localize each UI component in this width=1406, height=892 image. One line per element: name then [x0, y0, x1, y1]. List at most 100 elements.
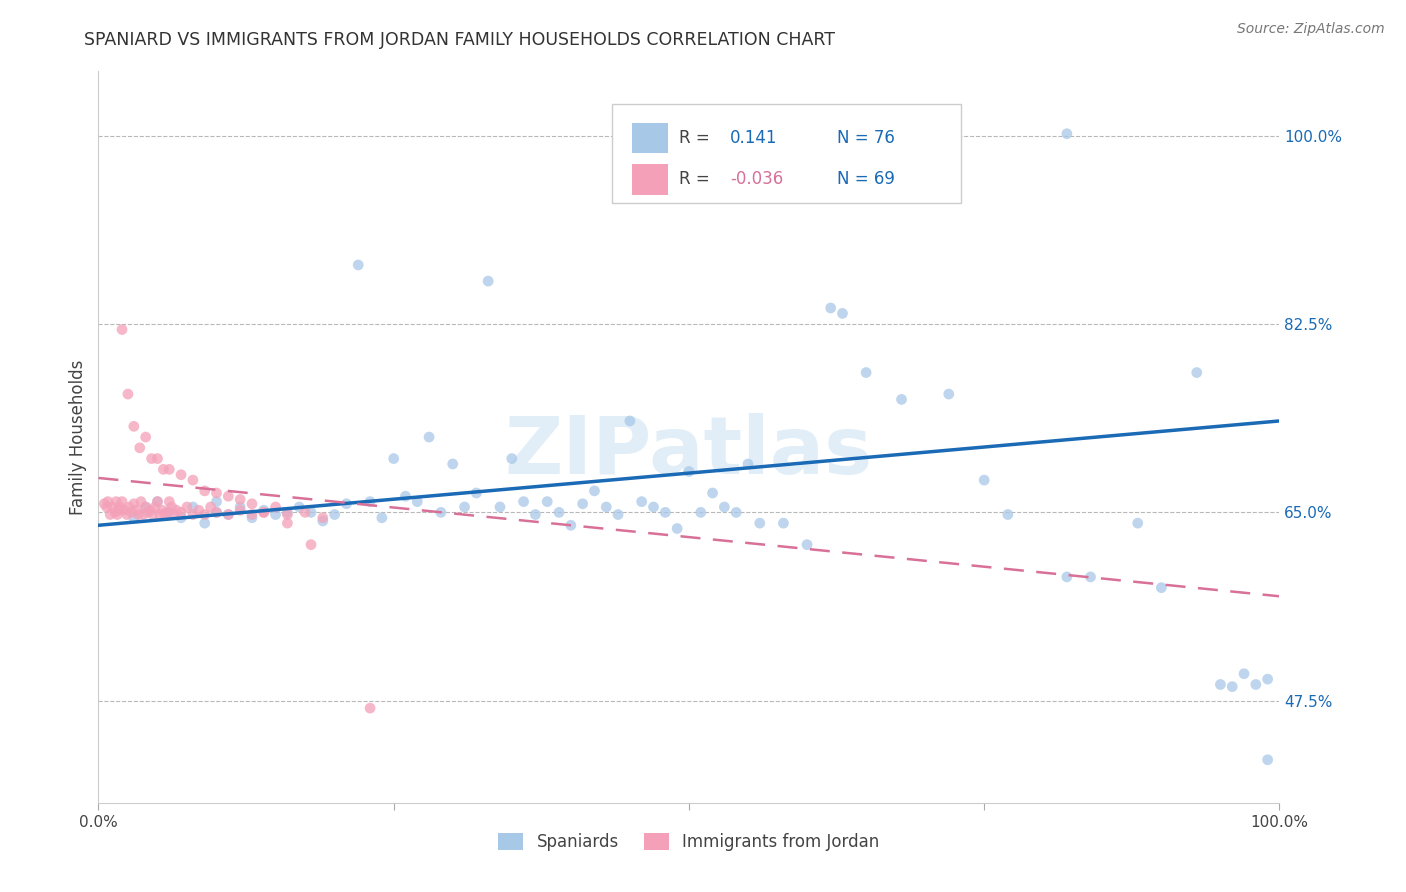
Point — [536, 494, 558, 508]
Point — [128, 508, 150, 522]
Point — [1257, 753, 1279, 767]
Point — [678, 465, 700, 479]
Point — [796, 538, 818, 552]
Point — [702, 486, 724, 500]
Point — [299, 538, 322, 552]
Point — [1056, 570, 1078, 584]
Point — [205, 505, 228, 519]
Point — [181, 473, 204, 487]
Point — [748, 516, 770, 530]
Point — [157, 494, 180, 508]
Point — [217, 508, 239, 522]
Text: Source: ZipAtlas.com: Source: ZipAtlas.com — [1237, 22, 1385, 37]
Point — [205, 494, 228, 508]
Point — [294, 505, 316, 519]
Point — [855, 366, 877, 380]
Point — [111, 494, 134, 508]
Point — [115, 508, 138, 522]
Point — [607, 508, 630, 522]
Point — [194, 516, 217, 530]
Point — [890, 392, 912, 407]
Point — [139, 503, 162, 517]
Point — [170, 505, 193, 519]
Point — [163, 508, 186, 522]
FancyBboxPatch shape — [612, 104, 960, 203]
Point — [1257, 672, 1279, 686]
Text: 0.141: 0.141 — [730, 129, 778, 147]
Text: SPANIARD VS IMMIGRANTS FROM JORDAN FAMILY HOUSEHOLDS CORRELATION CHART: SPANIARD VS IMMIGRANTS FROM JORDAN FAMIL… — [84, 31, 835, 49]
Point — [181, 508, 204, 522]
Point — [312, 514, 335, 528]
Point — [276, 508, 298, 522]
Point — [973, 473, 995, 487]
Point — [323, 508, 346, 522]
Point — [938, 387, 960, 401]
Point — [406, 494, 429, 508]
Point — [524, 508, 547, 522]
Point — [737, 457, 759, 471]
Point — [820, 301, 842, 315]
Point — [217, 489, 239, 503]
Point — [240, 508, 263, 522]
Point — [1209, 677, 1232, 691]
Text: N = 76: N = 76 — [837, 129, 894, 147]
Point — [371, 510, 394, 524]
Point — [477, 274, 499, 288]
Point — [571, 497, 593, 511]
Point — [101, 500, 124, 514]
Point — [288, 500, 311, 514]
Point — [831, 306, 853, 320]
Bar — [633, 123, 668, 153]
Point — [98, 508, 121, 522]
Point — [128, 441, 150, 455]
Point — [187, 503, 209, 517]
Point — [122, 510, 145, 524]
Text: R =: R = — [679, 129, 710, 147]
Point — [107, 503, 129, 517]
Point — [105, 494, 128, 508]
Point — [129, 494, 152, 508]
Point — [772, 516, 794, 530]
Point — [118, 500, 141, 514]
Point — [141, 451, 163, 466]
Point — [453, 500, 475, 514]
Point — [125, 503, 148, 517]
Point — [149, 508, 172, 522]
Y-axis label: Family Households: Family Households — [69, 359, 87, 515]
Point — [146, 494, 169, 508]
Point — [347, 258, 370, 272]
Legend: Spaniards, Immigrants from Jordan: Spaniards, Immigrants from Jordan — [492, 826, 886, 858]
Point — [253, 503, 276, 517]
Point — [111, 322, 134, 336]
Text: R =: R = — [679, 170, 710, 188]
Point — [725, 505, 748, 519]
Point — [264, 508, 287, 522]
Text: N = 69: N = 69 — [837, 170, 894, 188]
Point — [122, 497, 145, 511]
Point — [176, 500, 198, 514]
Point — [143, 500, 166, 514]
Point — [135, 500, 157, 514]
Point — [170, 510, 193, 524]
Point — [194, 508, 217, 522]
Point — [276, 516, 298, 530]
Point — [1056, 127, 1078, 141]
Point — [205, 505, 228, 519]
Point — [160, 500, 183, 514]
Point — [153, 508, 176, 522]
Point — [170, 467, 193, 482]
Point — [512, 494, 534, 508]
Point — [1126, 516, 1149, 530]
Point — [121, 505, 143, 519]
Point — [229, 492, 252, 507]
Point — [240, 510, 263, 524]
Bar — [633, 164, 668, 194]
Point — [359, 494, 381, 508]
Point — [666, 521, 689, 535]
Point — [394, 489, 416, 503]
Point — [1244, 677, 1267, 691]
Point — [135, 500, 157, 514]
Point — [441, 457, 464, 471]
Point — [264, 500, 287, 514]
Point — [643, 500, 665, 514]
